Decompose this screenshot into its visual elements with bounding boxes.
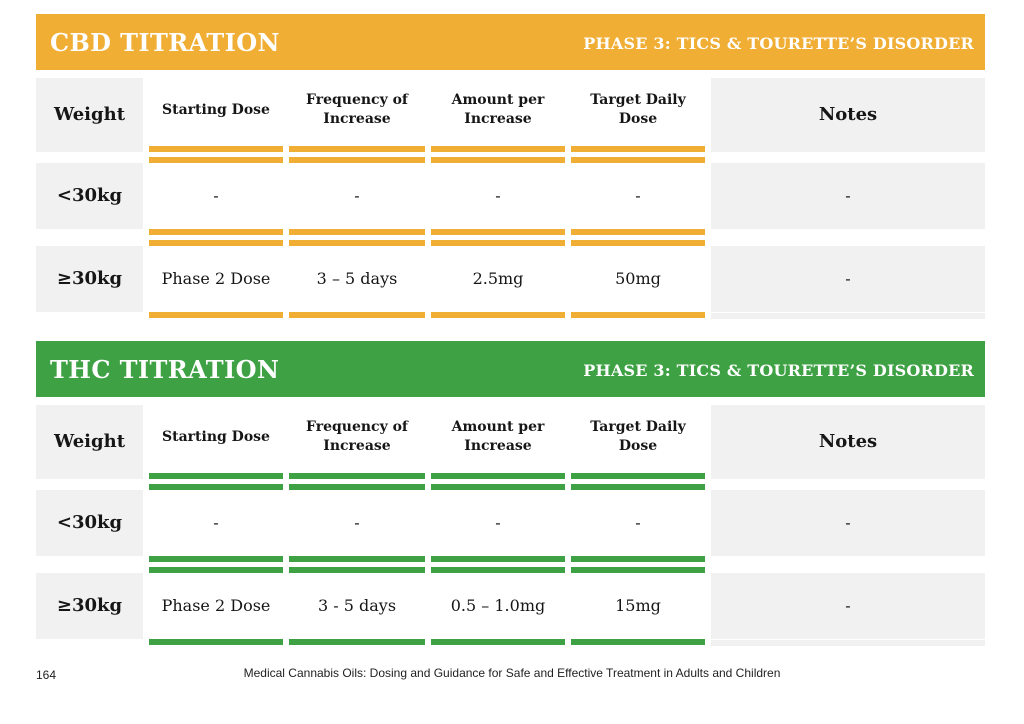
- cbd-row-30kg-and-over: ≥30kg Phase 2 Dose 3 – 5 days 2.5mg 50mg…: [36, 240, 985, 319]
- column-header-target-daily-dose: Target Daily Dose: [571, 78, 705, 152]
- frequency-of-increase-cell: 3 - 5 days: [289, 567, 425, 645]
- table-title: THC TITRATION: [50, 354, 280, 384]
- table-title: CBD TITRATION: [50, 27, 280, 57]
- amount-per-increase-cell: -: [431, 157, 565, 235]
- weight-cell: ≥30kg: [36, 246, 143, 312]
- notes-cell: -: [711, 573, 985, 646]
- tables-region: CBD TITRATION PHASE 3: TICS & TOURETTE’S…: [36, 14, 985, 668]
- starting-dose-cell: Phase 2 Dose: [149, 240, 283, 318]
- weight-cell: <30kg: [36, 490, 143, 556]
- column-header-amount-per-increase: Amount per Increase: [431, 78, 565, 152]
- cbd-header-row: Weight Starting Dose Frequency of Increa…: [36, 78, 985, 152]
- frequency-of-increase-cell: 3 – 5 days: [289, 240, 425, 318]
- column-header-frequency-of-increase: Frequency of Increase: [289, 405, 425, 479]
- target-daily-dose-cell: -: [571, 484, 705, 562]
- thc-titration-table: THC TITRATION PHASE 3: TICS & TOURETTE’S…: [36, 341, 985, 646]
- weight-cell: ≥30kg: [36, 573, 143, 639]
- weight-cell: <30kg: [36, 163, 143, 229]
- notes-cell: -: [711, 490, 985, 556]
- column-header-starting-dose: Starting Dose: [149, 405, 283, 479]
- thc-row-30kg-and-over: ≥30kg Phase 2 Dose 3 - 5 days 0.5 – 1.0m…: [36, 567, 985, 646]
- target-daily-dose-cell: 15mg: [571, 567, 705, 645]
- page-footer: 164 Medical Cannabis Oils: Dosing and Gu…: [0, 665, 1024, 683]
- thc-row-under-30kg: <30kg - - - - -: [36, 484, 985, 562]
- amount-per-increase-cell: 0.5 – 1.0mg: [431, 567, 565, 645]
- cbd-titration-table: CBD TITRATION PHASE 3: TICS & TOURETTE’S…: [36, 14, 985, 319]
- starting-dose-cell: Phase 2 Dose: [149, 567, 283, 645]
- page-number: 164: [36, 668, 57, 682]
- column-header-notes: Notes: [711, 78, 985, 152]
- table-subtitle: PHASE 3: TICS & TOURETTE’S DISORDER: [583, 33, 974, 53]
- frequency-of-increase-cell: -: [289, 157, 425, 235]
- thc-header-row: Weight Starting Dose Frequency of Increa…: [36, 405, 985, 479]
- cbd-title-bar: CBD TITRATION PHASE 3: TICS & TOURETTE’S…: [36, 14, 985, 70]
- column-header-frequency-of-increase: Frequency of Increase: [289, 78, 425, 152]
- amount-per-increase-cell: 2.5mg: [431, 240, 565, 318]
- notes-cell: -: [711, 163, 985, 229]
- column-header-starting-dose: Starting Dose: [149, 78, 283, 152]
- starting-dose-cell: -: [149, 484, 283, 562]
- target-daily-dose-cell: -: [571, 157, 705, 235]
- table-subtitle: PHASE 3: TICS & TOURETTE’S DISORDER: [583, 360, 974, 380]
- frequency-of-increase-cell: -: [289, 484, 425, 562]
- thc-title-bar: THC TITRATION PHASE 3: TICS & TOURETTE’S…: [36, 341, 985, 397]
- column-header-weight: Weight: [36, 78, 143, 152]
- column-header-notes: Notes: [711, 405, 985, 479]
- cbd-row-under-30kg: <30kg - - - - -: [36, 157, 985, 235]
- column-header-target-daily-dose: Target Daily Dose: [571, 405, 705, 479]
- target-daily-dose-cell: 50mg: [571, 240, 705, 318]
- book-title: Medical Cannabis Oils: Dosing and Guidan…: [243, 666, 781, 680]
- column-header-weight: Weight: [36, 405, 143, 479]
- amount-per-increase-cell: -: [431, 484, 565, 562]
- starting-dose-cell: -: [149, 157, 283, 235]
- column-header-amount-per-increase: Amount per Increase: [431, 405, 565, 479]
- notes-cell: -: [711, 246, 985, 319]
